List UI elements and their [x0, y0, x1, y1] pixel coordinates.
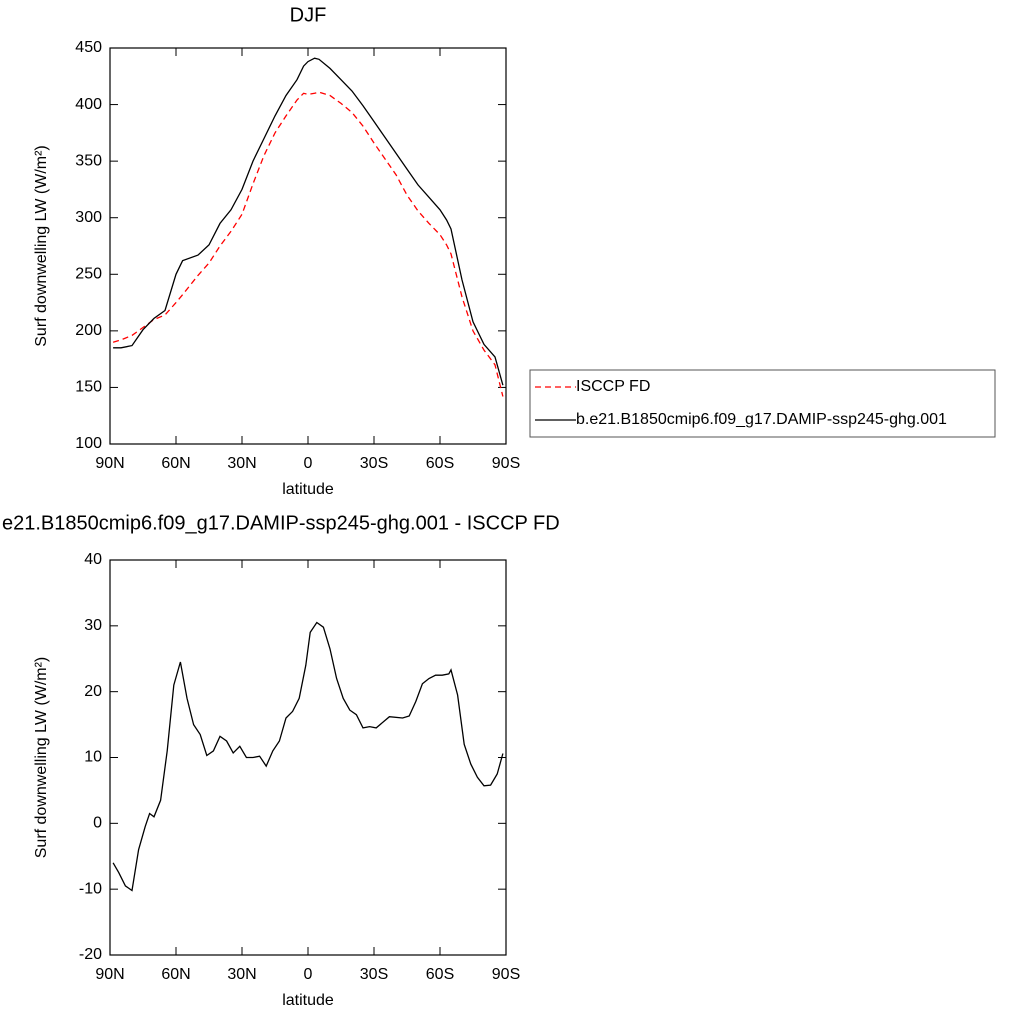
y-tick-label: 450 [75, 39, 102, 56]
y-tick-label: 100 [75, 435, 102, 452]
x-tick-label: 30S [360, 966, 388, 983]
legend-label: ISCCP FD [576, 378, 650, 395]
y-axis-label: Surf downwelling LW (W/m²) [33, 657, 50, 859]
x-tick-label: 30N [227, 455, 256, 472]
series-line [112, 91, 504, 397]
x-tick-label: 90N [95, 455, 124, 472]
x-tick-label: 90N [95, 966, 124, 983]
x-tick-label: 30S [360, 455, 388, 472]
y-tick-label: 40 [84, 551, 102, 568]
x-tick-label: 60N [161, 966, 190, 983]
y-tick-label: 30 [84, 617, 102, 634]
x-tick-label: 0 [304, 966, 313, 983]
x-tick-label: 0 [304, 455, 313, 472]
y-tick-label: 350 [75, 152, 102, 169]
x-tick-label: 90S [492, 455, 520, 472]
y-axis-label: Surf downwelling LW (W/m²) [33, 145, 50, 347]
x-tick-label: 60S [426, 966, 454, 983]
series-line [113, 57, 504, 386]
y-tick-label: 150 [75, 379, 102, 396]
y-tick-label: 250 [75, 266, 102, 283]
legend-label: b.e21.B1850cmip6.f09_g17.DAMIP-ssp245-gh… [576, 411, 947, 428]
x-axis-label: latitude [282, 481, 334, 498]
y-tick-label: 0 [93, 815, 102, 832]
chart-title: DJF [290, 4, 327, 26]
plot-frame [109, 559, 507, 956]
y-tick-label: 10 [84, 749, 102, 766]
y-tick-label: 20 [84, 683, 102, 700]
x-axis-label: latitude [282, 992, 334, 1009]
x-tick-label: 60N [161, 455, 190, 472]
chart-title: e21.B1850cmip6.f09_g17.DAMIP-ssp245-ghg.… [2, 512, 560, 534]
y-tick-label: 200 [75, 322, 102, 339]
legend-box [529, 369, 996, 438]
x-tick-label: 90S [492, 966, 520, 983]
y-tick-label: 400 [75, 96, 102, 113]
y-tick-label: 300 [75, 209, 102, 226]
series-line [112, 621, 504, 892]
y-tick-label: -20 [79, 946, 102, 963]
x-tick-label: 60S [426, 455, 454, 472]
y-tick-label: -10 [79, 880, 102, 897]
x-tick-label: 30N [227, 966, 256, 983]
